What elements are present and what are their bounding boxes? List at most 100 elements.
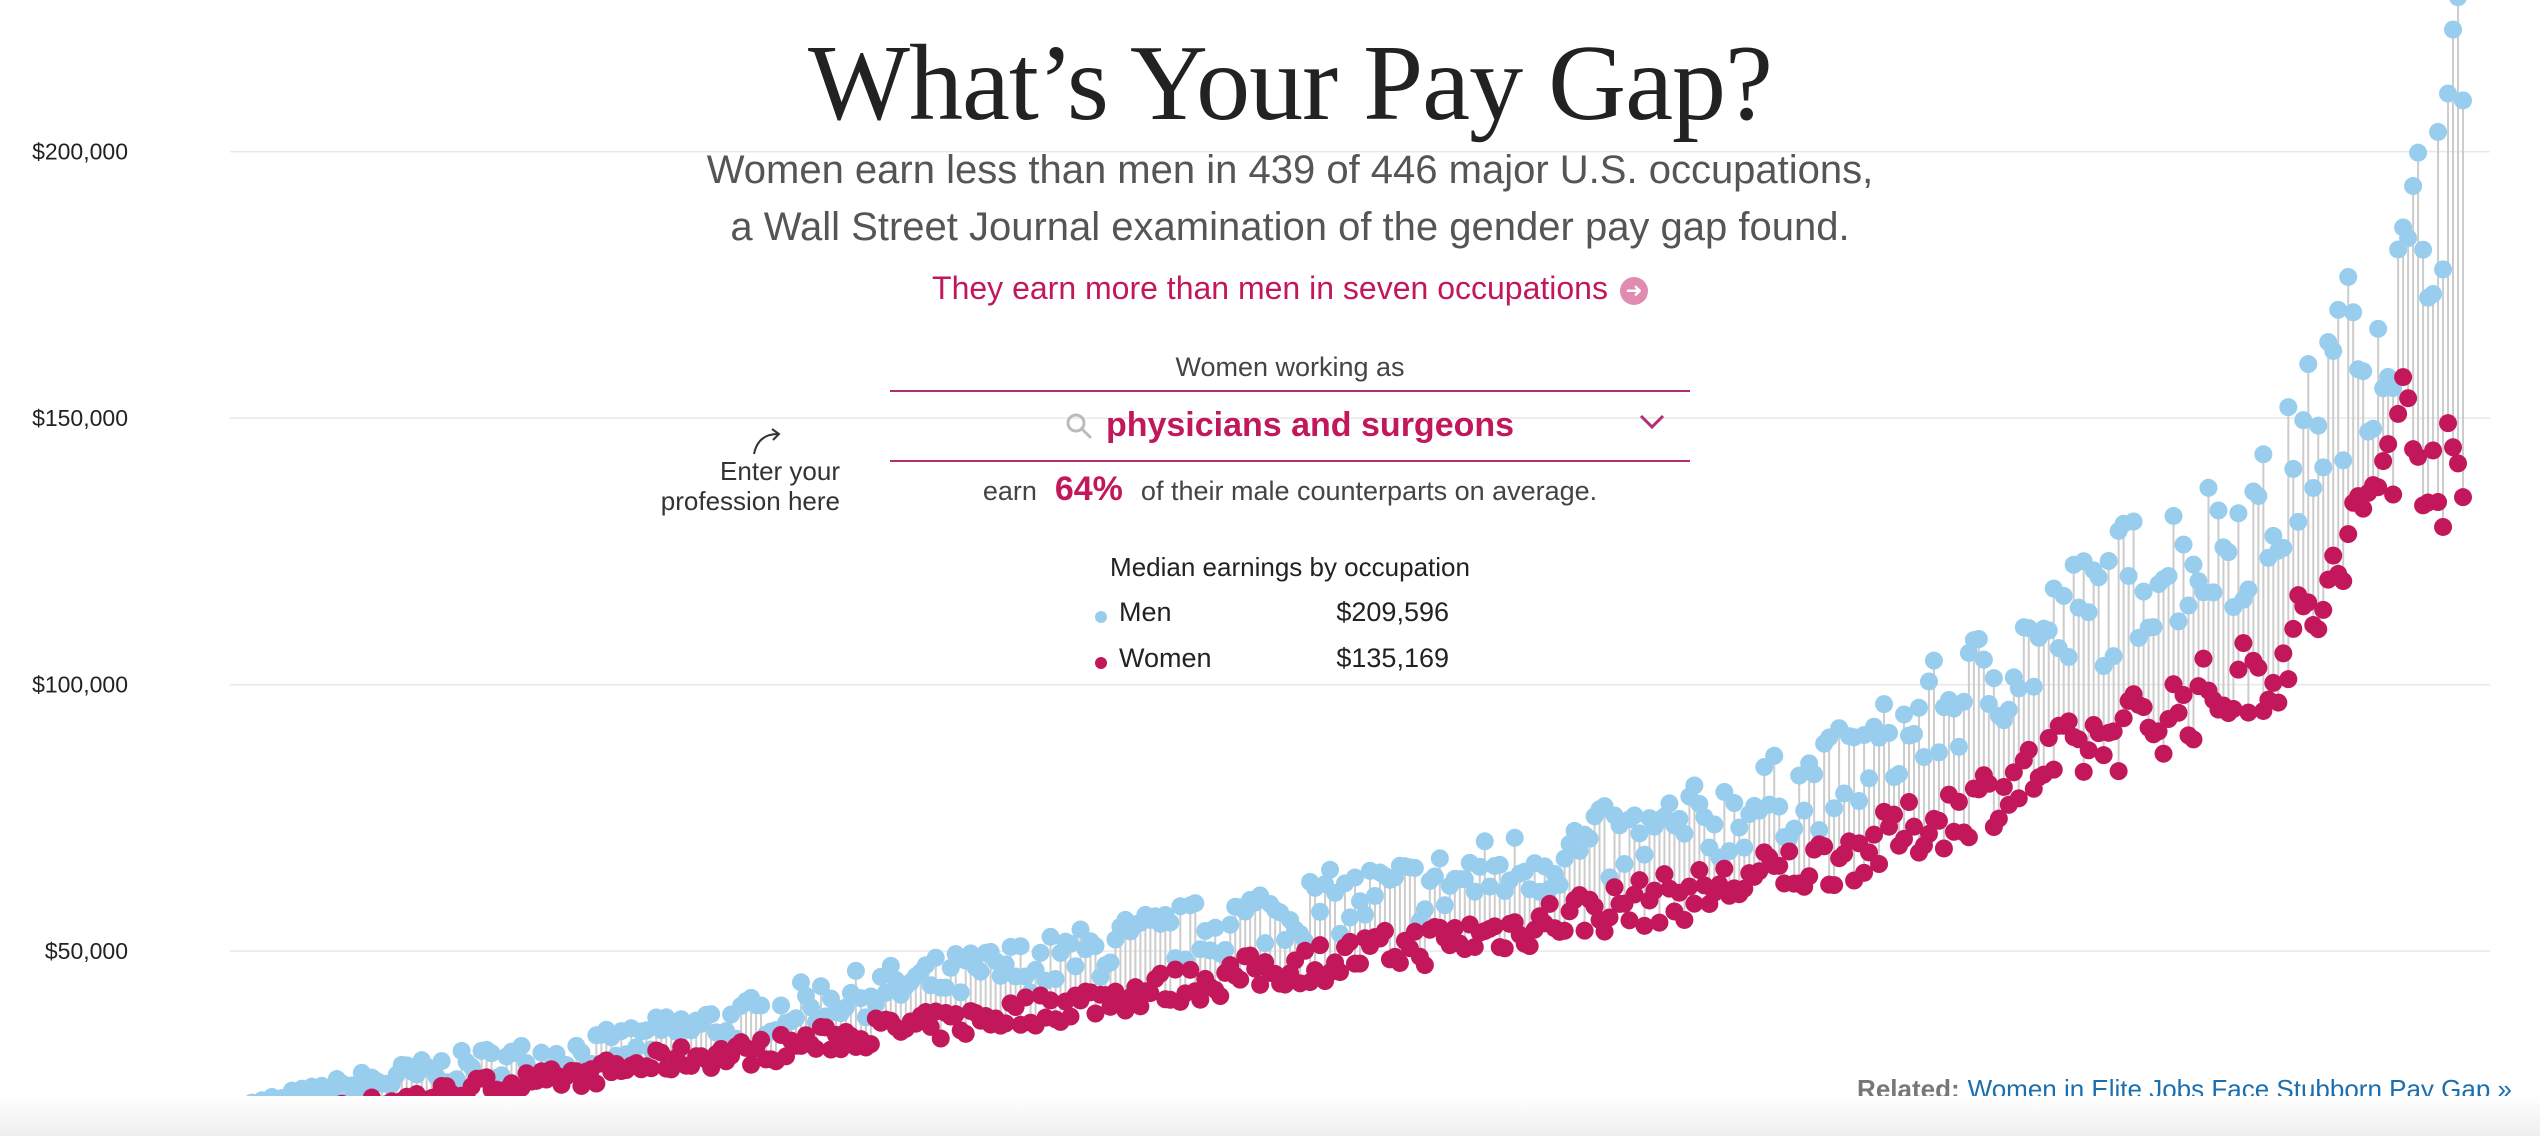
men-point [2324, 341, 2343, 360]
men-point [1480, 877, 1499, 896]
men-point [2404, 177, 2423, 196]
men-point [2309, 416, 2328, 435]
occupation-select[interactable]: physicians and surgeons [890, 390, 1690, 462]
women-point [2019, 740, 2038, 759]
women-point [2104, 722, 2123, 741]
women-point [1645, 881, 1664, 900]
curved-arrow-icon [753, 428, 781, 455]
men-point [1949, 737, 1968, 756]
men-point [637, 1021, 656, 1040]
men-point [1405, 858, 1424, 877]
search-icon [1066, 413, 1092, 438]
men-point [1909, 698, 1928, 717]
women-point [1390, 953, 1409, 972]
men-point [1490, 855, 1509, 874]
men-point [996, 955, 1015, 974]
men-point [1475, 832, 1494, 851]
men-point [1430, 849, 1449, 868]
women-point [1041, 991, 1060, 1010]
women-point [2249, 658, 2268, 677]
men-point [1810, 821, 1829, 840]
women-point [1520, 937, 1539, 956]
men-point [2414, 240, 2433, 259]
men-point [2454, 91, 2472, 110]
men-point [2279, 398, 2298, 417]
women-point [831, 1040, 850, 1059]
men-point [2254, 445, 2273, 464]
men-point [2024, 677, 2043, 696]
women-point [2409, 447, 2428, 466]
men-point [2204, 583, 2223, 602]
women-point [1600, 908, 1619, 927]
men-point [811, 977, 830, 996]
seven-occupations-link[interactable]: They earn more than men in seven occupat… [0, 270, 2540, 307]
men-point [2219, 543, 2238, 562]
women-point [2284, 619, 2303, 638]
legend-men: Men $209,596 [1095, 597, 1495, 633]
men-point [926, 948, 945, 967]
men-point [1720, 842, 1739, 861]
women-point [1680, 877, 1699, 896]
women-point [2154, 744, 2173, 763]
men-point [2444, 20, 2463, 39]
men-point [1505, 828, 1524, 847]
men-point [787, 1009, 806, 1028]
women-point [1620, 911, 1639, 930]
women-point [2094, 746, 2113, 765]
men-point [936, 978, 955, 997]
women-point [2449, 454, 2468, 473]
women-point [572, 1076, 591, 1095]
women-point [1650, 913, 1669, 932]
men-point [2054, 586, 2073, 605]
women-point [2044, 760, 2063, 779]
women-point [1485, 917, 1504, 936]
men-point [2119, 566, 2138, 585]
men-point [1895, 705, 1914, 724]
legend-women: Women $135,169 [1095, 643, 1495, 679]
bottom-fade [0, 1096, 2540, 1136]
women-point [1929, 811, 1948, 830]
women-point [2109, 762, 2128, 781]
men-point [1071, 920, 1090, 939]
women-point [1899, 793, 1918, 812]
men-point [2144, 618, 2163, 637]
men-point [432, 1052, 451, 1071]
men-point [1924, 651, 1943, 670]
men-point [2174, 535, 2193, 554]
men-point [2134, 582, 2153, 601]
women-point [2004, 763, 2023, 782]
men-point [1825, 799, 1844, 818]
women-point [2114, 709, 2133, 728]
women-point [806, 1039, 825, 1058]
women-point [702, 1058, 721, 1077]
men-point [1919, 672, 1938, 691]
men-point [866, 995, 885, 1014]
men-point [2104, 647, 2123, 666]
women-point [1181, 960, 1200, 979]
women-point [1086, 1004, 1105, 1023]
women-point [1979, 774, 1998, 793]
women-point [2009, 789, 2028, 808]
legend-men-value: $209,596 [1336, 597, 1449, 627]
women-point [2439, 414, 2458, 433]
women-point [2374, 452, 2393, 471]
y-tick-label: $50,000 [45, 938, 128, 964]
men-point [772, 996, 791, 1015]
men-point [2399, 229, 2418, 248]
men-point [1860, 769, 1879, 788]
earn-suffix: of their male counterparts on average. [1140, 476, 1598, 506]
women-point [1331, 963, 1350, 982]
men-point [1790, 766, 1809, 785]
men-point [971, 962, 990, 981]
men-point [2199, 478, 2218, 497]
women-point [1949, 792, 1968, 811]
women-point [1191, 990, 1210, 1009]
women-point [2269, 693, 2288, 712]
women-point [1231, 970, 1250, 989]
men-point [1550, 875, 1569, 894]
y-tick-label: $150,000 [32, 405, 128, 431]
women-point [1825, 876, 1844, 895]
men-point [1465, 882, 1484, 901]
women-point [1540, 894, 1559, 913]
men-point [1929, 743, 1948, 762]
